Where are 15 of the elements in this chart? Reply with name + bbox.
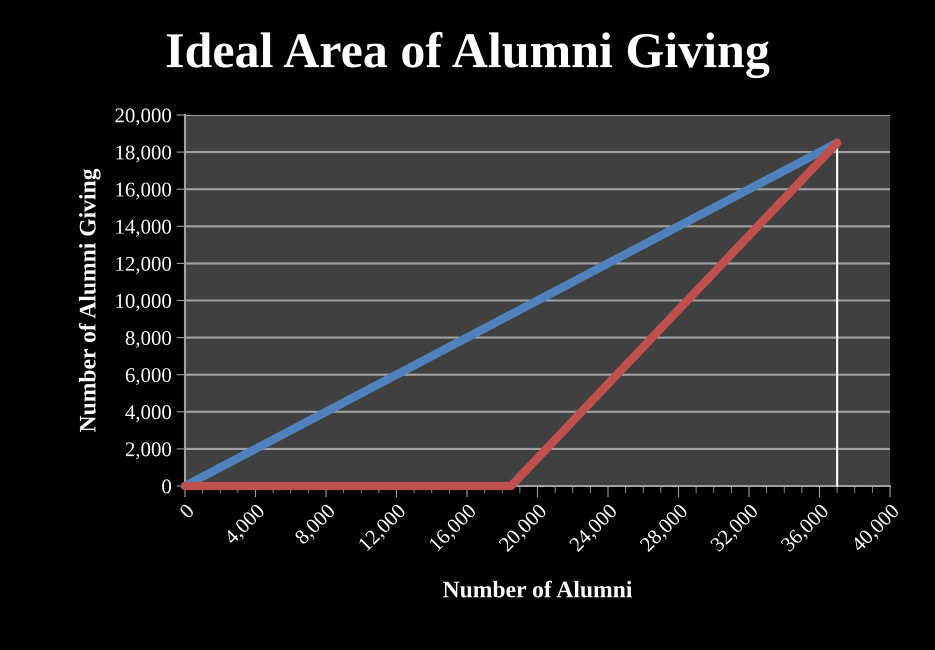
x-tick-label: 0	[178, 502, 195, 520]
y-tick-label: 20,000	[115, 108, 172, 126]
y-tick-label: 8,000	[126, 330, 172, 348]
y-tick-label: 0	[162, 479, 172, 494]
y-tick-label: 18,000	[116, 145, 172, 163]
x-axis-title: Number of Alumni	[443, 580, 632, 598]
y-tick-label: 4,000	[125, 405, 172, 422]
y-tick-label: 6,000	[126, 368, 172, 386]
y-tick-label: 2,000	[126, 442, 172, 460]
y-tick-label: 14,000	[116, 220, 172, 237]
y-tick-label: 10,000	[116, 294, 172, 311]
chart-title: Ideal Area of Alumni Giving	[166, 32, 770, 78]
y-tick-label: 12,000	[116, 256, 172, 274]
y-tick-label: 16,000	[116, 182, 172, 200]
y-axis-title: Number of Alumni Giving	[78, 168, 101, 432]
